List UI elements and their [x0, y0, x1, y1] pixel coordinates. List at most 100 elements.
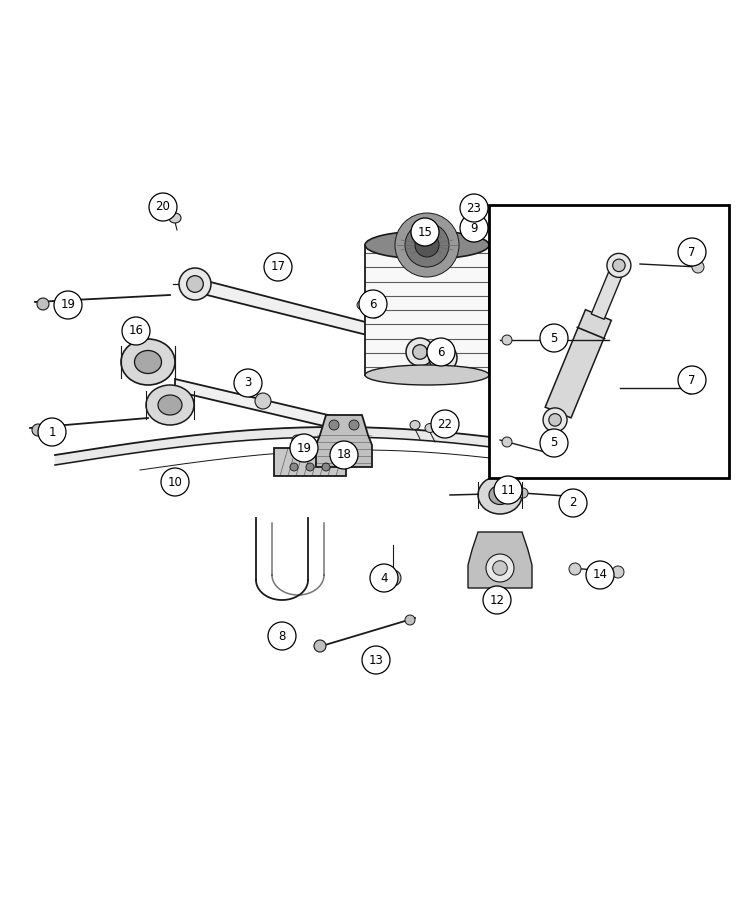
Circle shape	[493, 561, 508, 575]
Polygon shape	[591, 267, 623, 320]
Circle shape	[607, 254, 631, 277]
Text: 6: 6	[369, 298, 376, 310]
Circle shape	[483, 586, 511, 614]
Circle shape	[234, 369, 262, 397]
Circle shape	[460, 194, 488, 222]
Circle shape	[362, 646, 390, 674]
Text: 22: 22	[437, 418, 453, 430]
Circle shape	[54, 291, 82, 319]
Circle shape	[678, 238, 706, 266]
Circle shape	[292, 435, 302, 445]
Text: 7: 7	[688, 374, 696, 386]
Circle shape	[429, 344, 457, 372]
Ellipse shape	[365, 365, 489, 385]
Circle shape	[264, 253, 292, 281]
Text: 10: 10	[167, 475, 182, 489]
FancyBboxPatch shape	[274, 448, 346, 476]
Circle shape	[486, 554, 514, 582]
Circle shape	[415, 233, 439, 257]
Circle shape	[349, 420, 359, 430]
Circle shape	[38, 418, 66, 446]
Circle shape	[385, 570, 401, 586]
Circle shape	[613, 259, 625, 272]
Circle shape	[678, 366, 706, 394]
Circle shape	[149, 193, 177, 221]
Circle shape	[322, 463, 330, 471]
Ellipse shape	[489, 485, 511, 505]
Polygon shape	[468, 532, 532, 588]
Text: 1: 1	[48, 426, 56, 438]
Ellipse shape	[426, 347, 438, 357]
Circle shape	[405, 223, 449, 267]
Circle shape	[586, 561, 614, 589]
Text: 5: 5	[551, 331, 558, 345]
Circle shape	[540, 324, 568, 352]
Circle shape	[161, 468, 189, 496]
Circle shape	[436, 351, 451, 365]
Text: 9: 9	[471, 221, 478, 235]
Ellipse shape	[135, 350, 162, 374]
Text: 6: 6	[437, 346, 445, 358]
Text: 18: 18	[336, 448, 351, 462]
Circle shape	[37, 298, 49, 310]
Circle shape	[306, 463, 314, 471]
Circle shape	[573, 492, 583, 502]
Text: 19: 19	[296, 442, 311, 454]
Circle shape	[549, 414, 561, 426]
Ellipse shape	[121, 339, 175, 385]
Circle shape	[612, 566, 624, 578]
Circle shape	[460, 214, 488, 242]
Ellipse shape	[365, 231, 489, 259]
Text: 16: 16	[128, 325, 144, 338]
Bar	[489, 205, 729, 478]
Circle shape	[684, 382, 696, 394]
Circle shape	[559, 489, 587, 517]
Text: 5: 5	[551, 436, 558, 449]
Text: 19: 19	[61, 299, 76, 311]
Ellipse shape	[425, 424, 435, 433]
Circle shape	[314, 640, 326, 652]
Circle shape	[329, 420, 339, 430]
Text: 3: 3	[245, 376, 252, 390]
Circle shape	[359, 290, 387, 318]
Circle shape	[518, 488, 528, 498]
Text: 12: 12	[490, 593, 505, 607]
Polygon shape	[195, 278, 443, 354]
Circle shape	[370, 564, 398, 592]
Circle shape	[255, 393, 271, 409]
Circle shape	[268, 622, 296, 650]
Circle shape	[543, 408, 567, 432]
Polygon shape	[545, 310, 611, 418]
Ellipse shape	[158, 395, 182, 415]
Ellipse shape	[146, 385, 194, 425]
Text: 7: 7	[688, 246, 696, 258]
Bar	[365, 245, 489, 375]
Circle shape	[502, 335, 512, 345]
Circle shape	[187, 275, 203, 292]
Text: 2: 2	[569, 497, 576, 509]
Text: 15: 15	[418, 226, 433, 239]
Ellipse shape	[169, 213, 181, 223]
Circle shape	[32, 424, 44, 436]
Circle shape	[431, 410, 459, 438]
Circle shape	[502, 437, 512, 447]
Ellipse shape	[369, 308, 381, 318]
Polygon shape	[316, 415, 372, 467]
Circle shape	[405, 615, 415, 625]
Polygon shape	[175, 379, 345, 431]
Text: 8: 8	[279, 629, 286, 643]
Circle shape	[406, 338, 434, 366]
Text: 20: 20	[156, 201, 170, 213]
Circle shape	[122, 317, 150, 345]
Circle shape	[692, 261, 704, 273]
Text: 13: 13	[368, 653, 383, 667]
Ellipse shape	[478, 476, 522, 514]
Circle shape	[494, 476, 522, 504]
Circle shape	[330, 441, 358, 469]
Circle shape	[427, 338, 455, 366]
Circle shape	[411, 218, 439, 246]
Text: 4: 4	[380, 572, 388, 584]
Ellipse shape	[411, 340, 423, 350]
Ellipse shape	[357, 300, 369, 310]
Text: 11: 11	[500, 483, 516, 497]
